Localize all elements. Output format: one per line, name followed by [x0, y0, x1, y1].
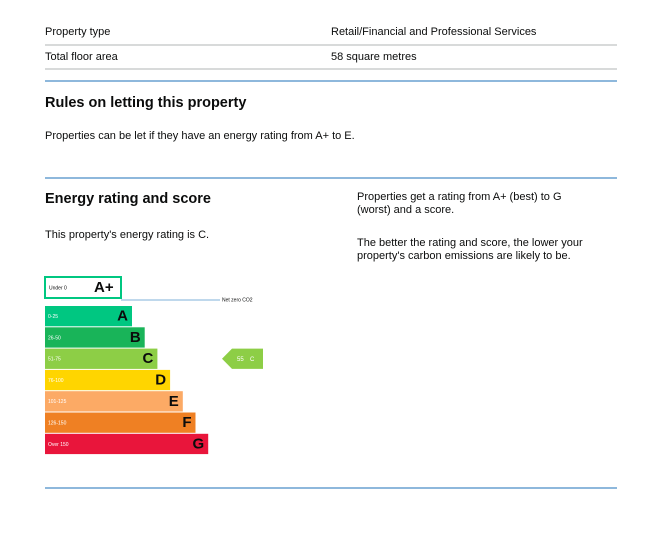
band-range: 26-50: [48, 335, 61, 341]
current-band: C: [250, 357, 255, 363]
net-zero-label: Net zero CO2: [222, 297, 253, 303]
band-letter: F: [182, 414, 191, 431]
band-letter: A: [117, 308, 128, 325]
band-bar: [45, 391, 183, 412]
band-range: Over 150: [48, 442, 69, 448]
band-letter: A+: [94, 279, 114, 296]
band-bar: [45, 327, 145, 348]
band-range: 101-125: [48, 399, 67, 405]
explanation: property's carbon emissions are likely t…: [357, 250, 571, 262]
row-label: Property type: [45, 26, 110, 38]
explanation: (worst) and a score.: [357, 204, 454, 216]
band-range: Under 0: [49, 285, 67, 291]
band-letter: D: [155, 372, 166, 389]
net-zero-box: [44, 276, 122, 299]
section-text: This property's energy rating is C.: [45, 229, 209, 241]
band-letter: G: [193, 435, 205, 452]
explanation: Properties get a rating from A+ (best) t…: [357, 191, 562, 203]
section-title: Energy rating and score: [45, 191, 211, 207]
band-bar: [45, 348, 158, 369]
section-title: Rules on letting this property: [45, 95, 246, 111]
row-label: Total floor area: [45, 51, 119, 63]
row-value: Retail/Financial and Professional Servic…: [331, 26, 537, 38]
current-score: 55: [237, 357, 244, 363]
band-range: 51-75: [48, 357, 61, 363]
current-rating-arrow: [222, 348, 263, 369]
explanation: The better the rating and score, the low…: [357, 237, 583, 249]
band-range: 126-150: [48, 420, 67, 426]
band-bar: [45, 433, 209, 455]
band-bar: [45, 369, 171, 391]
row-value: 58 square metres: [331, 51, 417, 63]
band-letter: C: [143, 350, 154, 367]
band-letter: B: [130, 329, 141, 346]
band-range: 76-100: [48, 378, 64, 384]
band-letter: E: [169, 393, 179, 410]
band-bar: [45, 306, 132, 327]
section-text: Properties can be let if they have an en…: [45, 130, 355, 142]
band-bar: [45, 412, 196, 433]
band-range: 0-25: [48, 314, 58, 320]
